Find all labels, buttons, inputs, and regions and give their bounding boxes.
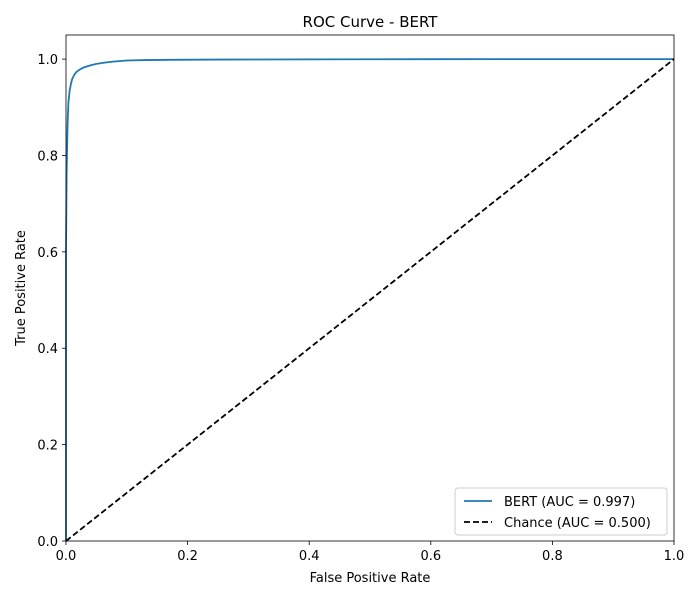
y-tick-label: 0.6 xyxy=(37,246,58,261)
x-tick-label: 0.2 xyxy=(177,549,198,564)
x-tick-label: 0.6 xyxy=(420,549,441,564)
y-tick-label: 1.0 xyxy=(37,53,58,68)
y-axis-label: True Positive Rate xyxy=(14,230,29,347)
series-line-1 xyxy=(65,58,675,542)
y-tick-label: 0.0 xyxy=(37,535,58,550)
x-axis-label: False Positive Rate xyxy=(310,571,431,586)
x-axis-ticks: 0.0 0.2 0.4 0.6 0.8 1.0 xyxy=(56,541,685,564)
x-tick-label: 0.8 xyxy=(542,549,563,564)
chart-title: ROC Curve - BERT xyxy=(303,13,439,31)
y-axis-ticks: 0.0 0.2 0.4 0.6 0.8 1.0 xyxy=(37,53,66,550)
x-tick-label: 0.0 xyxy=(56,549,77,564)
x-tick-label: 0.4 xyxy=(299,549,320,564)
legend-box xyxy=(454,487,668,536)
legend-label-bert: BERT (AUC = 0.997) xyxy=(504,495,635,510)
legend: BERT (AUC = 0.997) Chance (AUC = 0.500) xyxy=(454,487,668,536)
series-layer xyxy=(65,58,675,542)
legend-label-chance: Chance (AUC = 0.500) xyxy=(504,516,651,531)
x-tick-label: 1.0 xyxy=(664,549,685,564)
plot-area xyxy=(66,35,674,541)
series-line-0 xyxy=(65,58,674,541)
y-tick-label: 0.4 xyxy=(37,342,58,357)
y-tick-label: 0.2 xyxy=(37,439,58,454)
y-tick-label: 0.8 xyxy=(37,149,58,164)
plot-frame xyxy=(65,34,675,542)
